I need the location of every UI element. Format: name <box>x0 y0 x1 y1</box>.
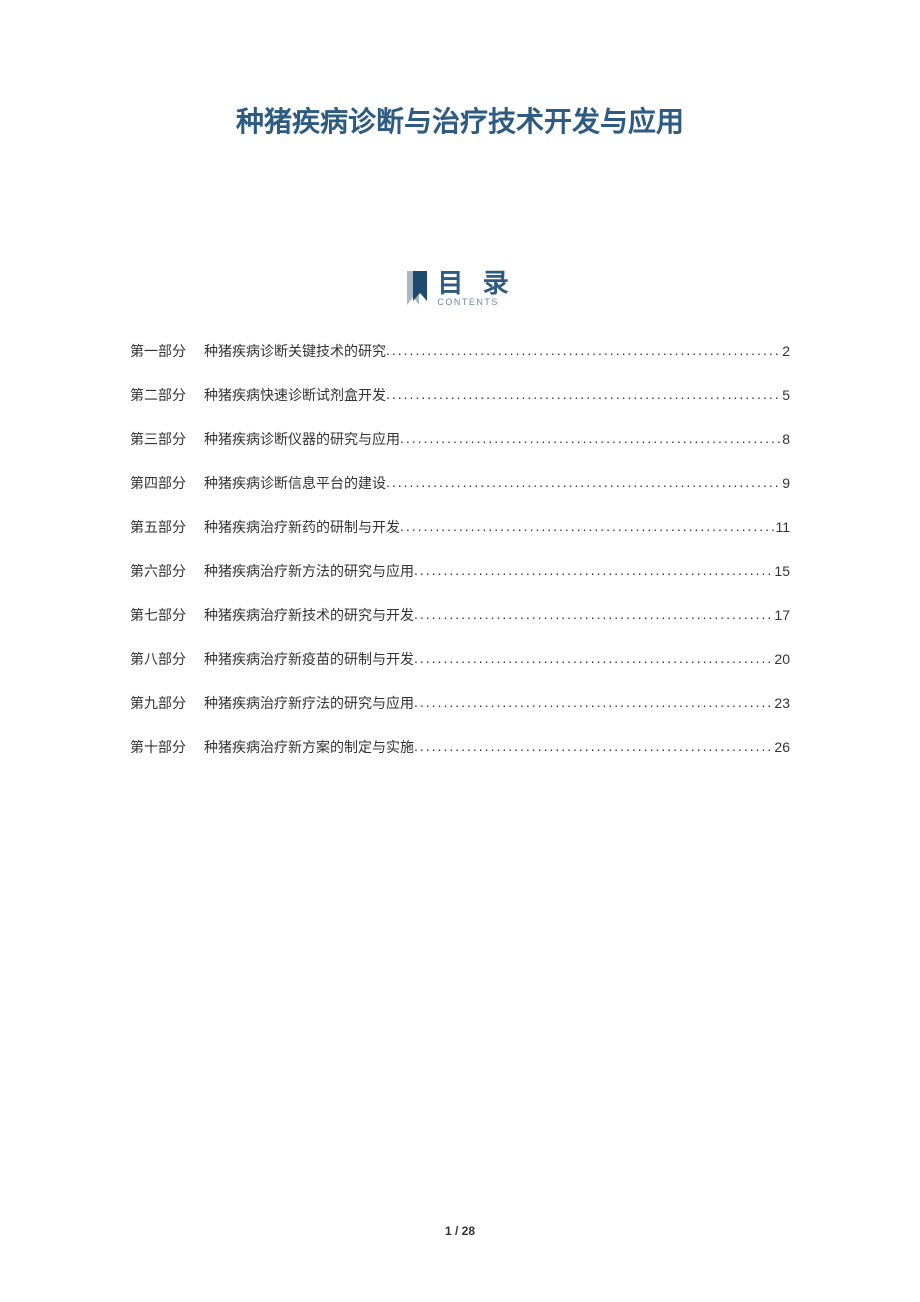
toc-part-label: 第十部分 <box>130 737 186 757</box>
toc-header-text: 目 录 CONTENTS <box>437 270 514 307</box>
toc-page-number: 11 <box>775 519 790 535</box>
toc-row[interactable]: 第八部分种猪疾病治疗新疫苗的研制与开发 20 <box>130 649 790 669</box>
toc-row[interactable]: 第二部分种猪疾病快速诊断试剂盒开发 5 <box>130 385 790 405</box>
toc-part-label: 第二部分 <box>130 385 186 405</box>
page: 种猪疾病诊断与治疗技术开发与应用 目 录 CONTENTS 第一部分种猪疾病诊断… <box>0 0 920 757</box>
toc-entry-title: 种猪疾病诊断信息平台的建设 <box>204 473 386 493</box>
toc-row[interactable]: 第九部分种猪疾病治疗新疗法的研究与应用 23 <box>130 693 790 713</box>
toc-leader-dots <box>400 430 782 444</box>
toc-entry-title: 种猪疾病治疗新方法的研究与应用 <box>204 561 414 581</box>
toc-leader-dots <box>414 650 774 664</box>
toc-part-label: 第三部分 <box>130 429 186 449</box>
page-sep: / <box>452 1224 462 1238</box>
toc-list: 第一部分种猪疾病诊断关键技术的研究 2 第二部分种猪疾病快速诊断试剂盒开发 5 第三部分… <box>130 341 790 757</box>
toc-row[interactable]: 第七部分种猪疾病治疗新技术的研究与开发 17 <box>130 605 790 625</box>
toc-part-label: 第九部分 <box>130 693 186 713</box>
toc-leader-dots <box>414 562 774 576</box>
toc-header-main: 目 录 <box>437 270 514 296</box>
toc-row[interactable]: 第十部分种猪疾病治疗新方案的制定与实施 26 <box>130 737 790 757</box>
toc-part-label: 第七部分 <box>130 605 186 625</box>
toc-leader-dots <box>414 738 774 752</box>
toc-page-number: 9 <box>782 475 790 491</box>
toc-row[interactable]: 第六部分种猪疾病治疗新方法的研究与应用 15 <box>130 561 790 581</box>
document-title: 种猪疾病诊断与治疗技术开发与应用 <box>130 100 790 140</box>
toc-part-label: 第八部分 <box>130 649 186 669</box>
page-current: 1 <box>445 1224 452 1238</box>
toc-leader-dots <box>386 474 782 488</box>
toc-part-label: 第五部分 <box>130 517 186 537</box>
toc-page-number: 26 <box>774 739 790 755</box>
toc-part-label: 第六部分 <box>130 561 186 581</box>
toc-row[interactable]: 第一部分种猪疾病诊断关键技术的研究 2 <box>130 341 790 361</box>
page-total: 28 <box>462 1224 475 1238</box>
toc-row[interactable]: 第五部分种猪疾病治疗新药的研制与开发 11 <box>130 517 790 537</box>
toc-page-number: 20 <box>774 651 790 667</box>
toc-page-number: 2 <box>782 343 790 359</box>
page-footer: 1 / 28 <box>0 1224 920 1238</box>
toc-row[interactable]: 第三部分种猪疾病诊断仪器的研究与应用 8 <box>130 429 790 449</box>
toc-part-label: 第四部分 <box>130 473 186 493</box>
toc-entry-title: 种猪疾病治疗新疫苗的研制与开发 <box>204 649 414 669</box>
toc-entry-title: 种猪疾病诊断关键技术的研究 <box>204 341 386 361</box>
toc-leader-dots <box>400 518 775 532</box>
toc-page-number: 17 <box>774 607 790 623</box>
toc-page-number: 8 <box>782 431 790 447</box>
toc-entry-title: 种猪疾病治疗新技术的研究与开发 <box>204 605 414 625</box>
toc-page-number: 15 <box>774 563 790 579</box>
toc-leader-dots <box>414 694 774 708</box>
toc-header: 目 录 CONTENTS <box>130 270 790 307</box>
toc-leader-dots <box>386 342 782 356</box>
toc-leader-dots <box>414 606 774 620</box>
toc-page-number: 5 <box>782 387 790 403</box>
toc-page-number: 23 <box>774 695 790 711</box>
toc-leader-dots <box>386 386 782 400</box>
toc-entry-title: 种猪疾病快速诊断试剂盒开发 <box>204 385 386 405</box>
toc-bookmark-icon <box>405 271 429 307</box>
toc-header-sub: CONTENTS <box>437 298 499 307</box>
toc-entry-title: 种猪疾病诊断仪器的研究与应用 <box>204 429 400 449</box>
toc-part-label: 第一部分 <box>130 341 186 361</box>
toc-row[interactable]: 第四部分种猪疾病诊断信息平台的建设 9 <box>130 473 790 493</box>
toc-entry-title: 种猪疾病治疗新药的研制与开发 <box>204 517 400 537</box>
toc-entry-title: 种猪疾病治疗新疗法的研究与应用 <box>204 693 414 713</box>
toc-entry-title: 种猪疾病治疗新方案的制定与实施 <box>204 737 414 757</box>
